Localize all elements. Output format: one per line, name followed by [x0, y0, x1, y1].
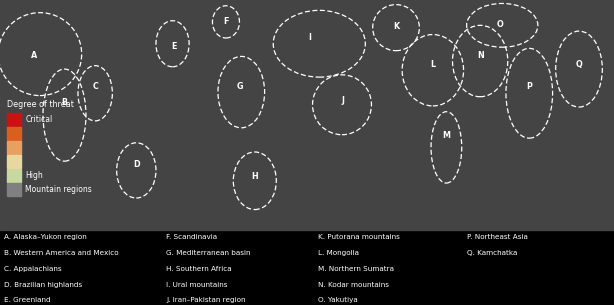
Text: Q: Q — [576, 60, 582, 69]
Text: High: High — [25, 171, 43, 180]
Bar — [0, 230, 614, 305]
Text: B: B — [61, 98, 68, 107]
Text: I: I — [309, 34, 311, 42]
Text: D: D — [133, 160, 139, 169]
Text: B. Western America and Mexico: B. Western America and Mexico — [4, 250, 119, 256]
Text: P: P — [526, 82, 532, 91]
Text: Degree of threat: Degree of threat — [7, 100, 74, 109]
Text: G. Mediterranean basin: G. Mediterranean basin — [166, 250, 251, 256]
Text: H. Southern Africa: H. Southern Africa — [166, 266, 232, 272]
Text: P. Northeast Asia: P. Northeast Asia — [467, 234, 527, 240]
Text: Critical: Critical — [25, 115, 52, 124]
Text: O. Yakutiya: O. Yakutiya — [318, 297, 358, 303]
Text: O: O — [497, 20, 503, 29]
Text: D. Brazilian highlands: D. Brazilian highlands — [4, 282, 82, 288]
Bar — [7, 169, 21, 182]
Text: M. Northern Sumatra: M. Northern Sumatra — [318, 266, 394, 272]
Text: Q. Kamchatka: Q. Kamchatka — [467, 250, 517, 256]
Bar — [0, 0, 614, 230]
Text: F: F — [223, 17, 228, 26]
Bar — [7, 113, 21, 126]
Text: L: L — [430, 60, 435, 69]
Text: C: C — [92, 82, 98, 91]
Bar — [7, 141, 21, 154]
Text: C. Appalachians: C. Appalachians — [4, 266, 61, 272]
Text: E. Greenland: E. Greenland — [4, 297, 50, 303]
Text: M: M — [442, 131, 451, 140]
Text: Mountain regions: Mountain regions — [25, 185, 92, 194]
Bar — [7, 127, 21, 140]
Text: J. Iran–Pakistan region: J. Iran–Pakistan region — [166, 297, 246, 303]
Text: G: G — [236, 82, 243, 91]
Text: N. Kodar mountains: N. Kodar mountains — [318, 282, 389, 288]
Text: F. Scandinavia: F. Scandinavia — [166, 234, 217, 240]
Text: N: N — [477, 51, 483, 60]
Text: A: A — [31, 51, 37, 60]
Text: K: K — [393, 22, 399, 31]
Bar — [7, 155, 21, 168]
Text: L. Mongolia: L. Mongolia — [318, 250, 359, 256]
Text: H: H — [252, 172, 258, 181]
Text: I. Ural mountains: I. Ural mountains — [166, 282, 228, 288]
Text: K. Putorana mountains: K. Putorana mountains — [318, 234, 400, 240]
Text: E: E — [171, 41, 176, 51]
Text: A. Alaska–Yukon region: A. Alaska–Yukon region — [4, 234, 87, 240]
Bar — [7, 183, 21, 196]
Text: J: J — [341, 96, 344, 105]
